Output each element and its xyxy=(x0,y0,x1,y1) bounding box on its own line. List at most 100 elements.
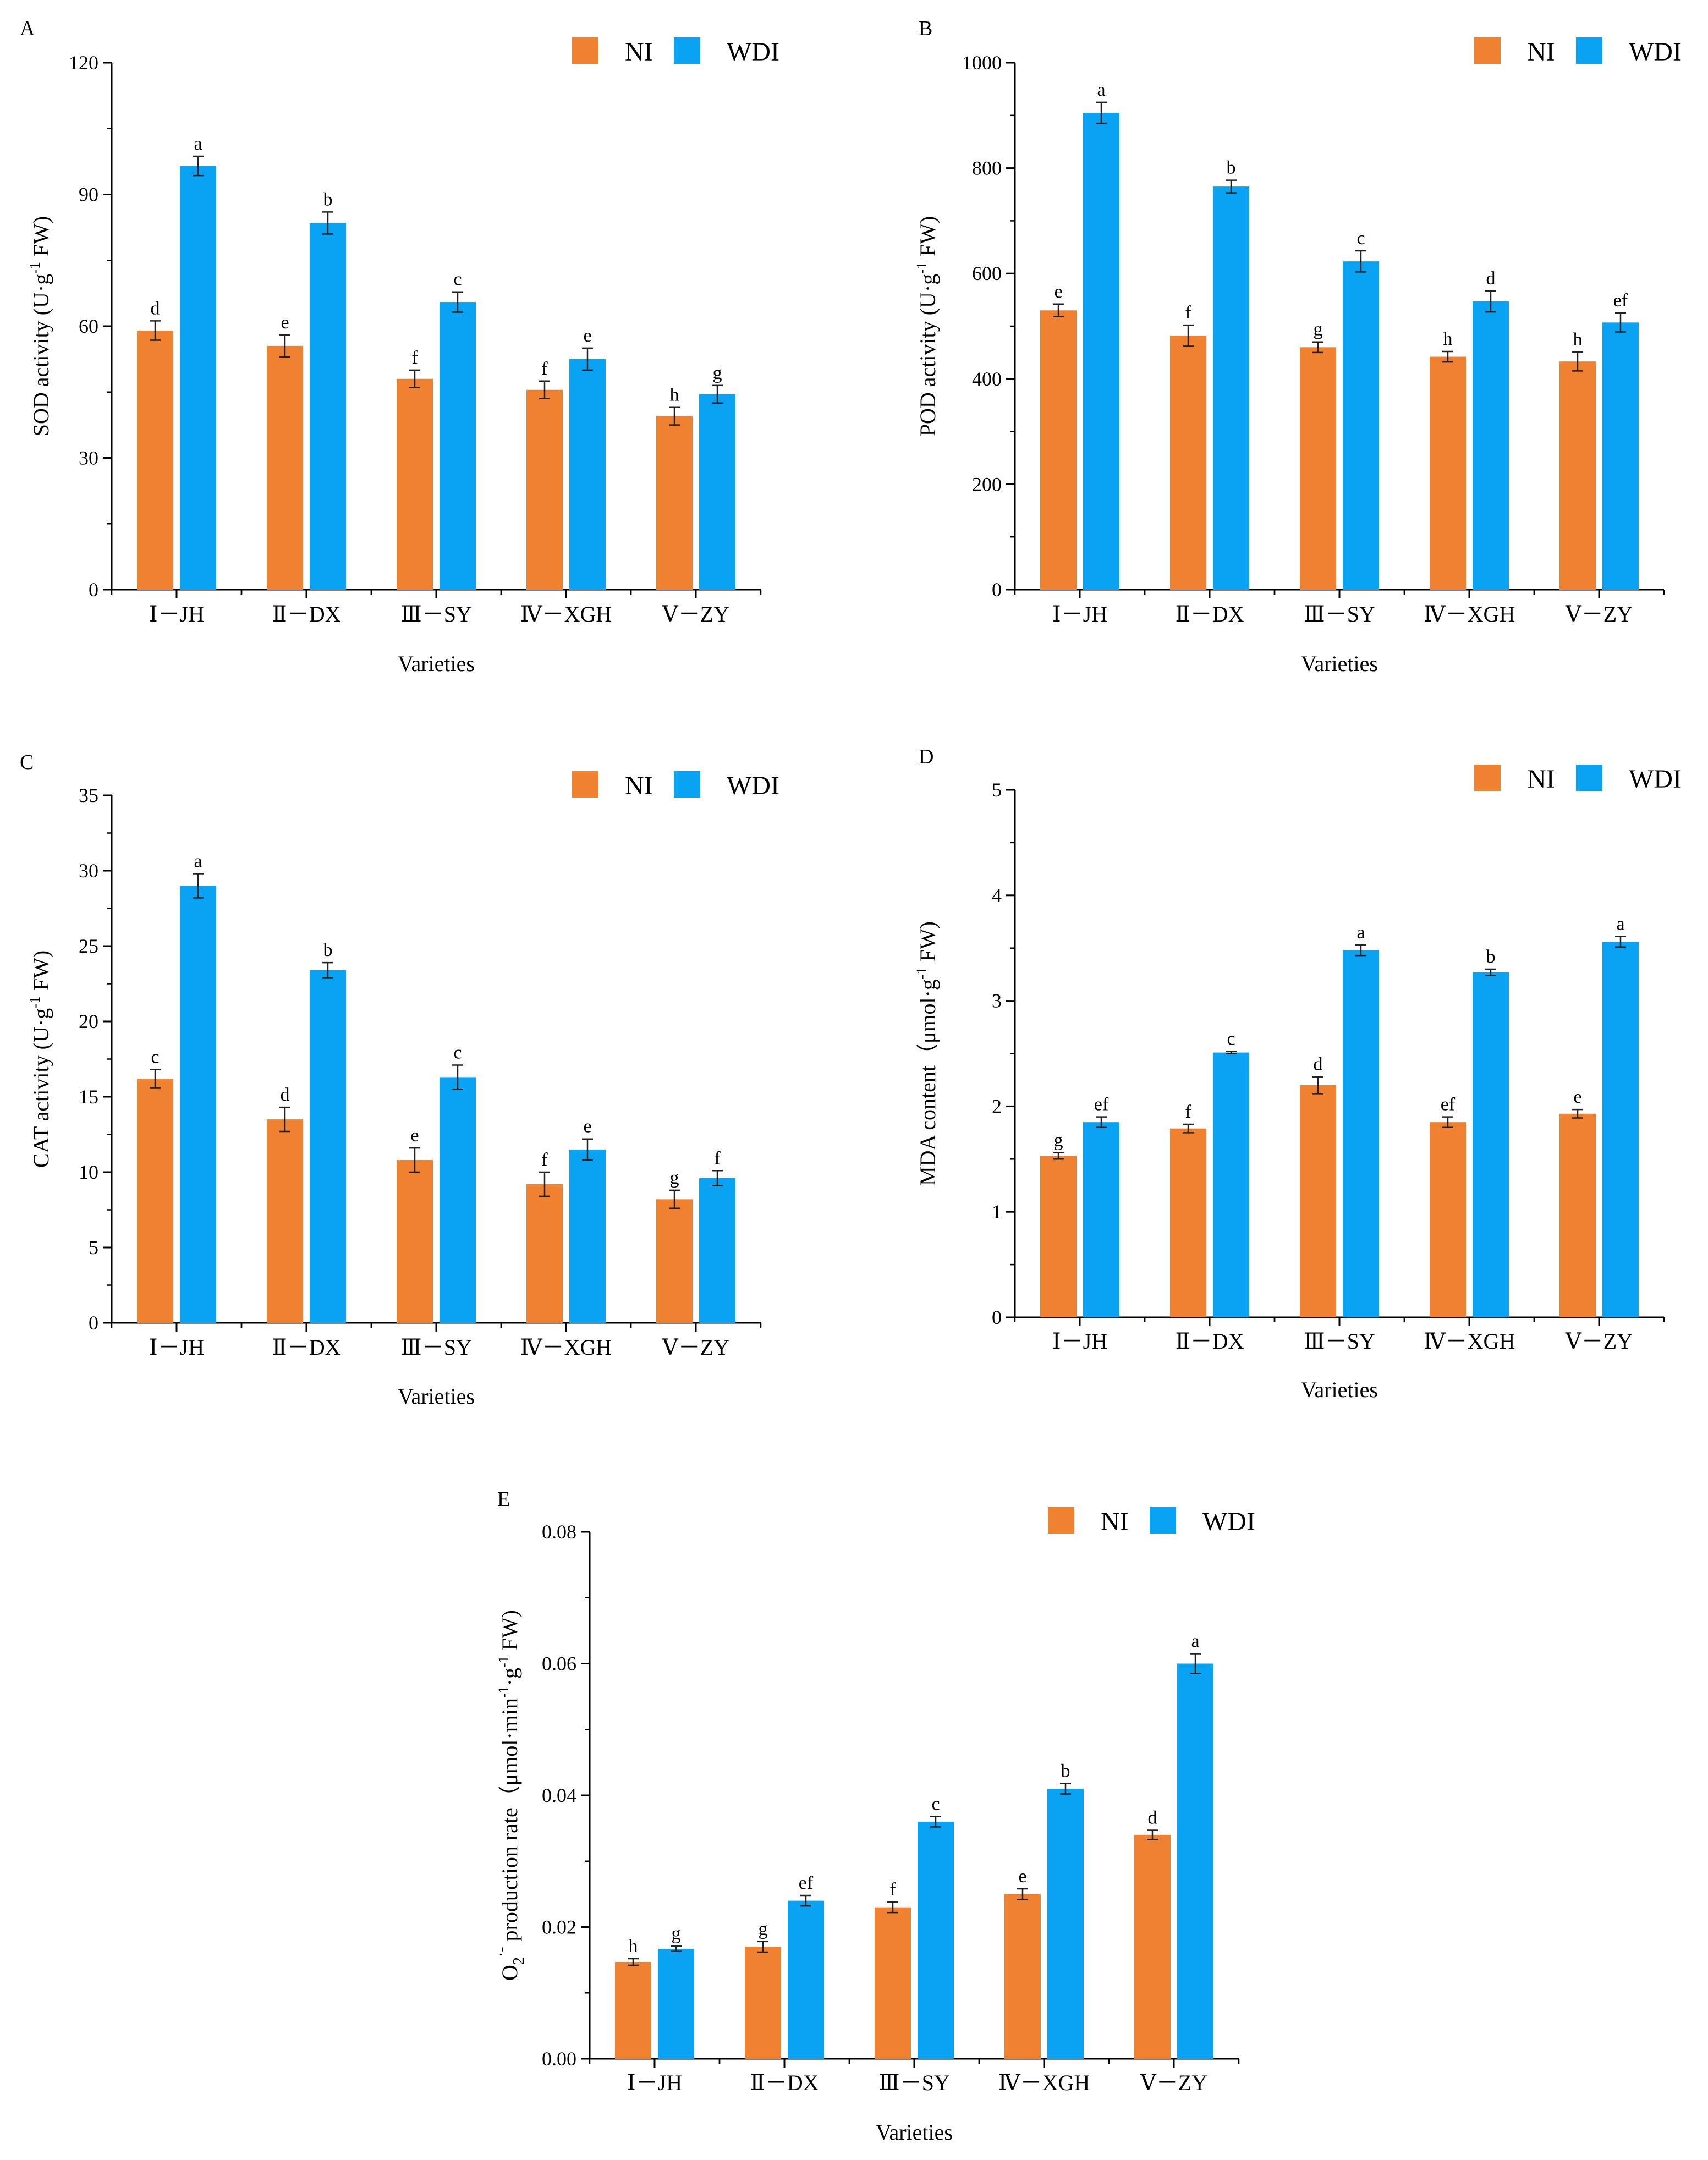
bar-wdi xyxy=(1602,322,1639,590)
significance-label: d xyxy=(1486,268,1496,289)
significance-label: b xyxy=(1061,1761,1070,1781)
legend: NI WDI xyxy=(1474,37,1682,67)
bar-ni xyxy=(397,378,433,590)
y-tick-label: 4 xyxy=(992,884,1002,906)
bar-ni xyxy=(875,1907,911,2059)
bar-wdi xyxy=(1473,972,1509,1317)
bar-ni xyxy=(1170,1128,1206,1317)
y-tick-label: 30 xyxy=(79,860,98,882)
y-tick-label: 3 xyxy=(992,990,1002,1012)
category-label: Ⅴ－ZY xyxy=(662,602,729,626)
legend-swatch-wdi xyxy=(674,771,700,798)
legend-swatch-ni xyxy=(1474,765,1501,791)
bar-wdi xyxy=(788,1900,824,2059)
significance-label: h xyxy=(1573,329,1583,350)
bar-wdi xyxy=(1083,113,1119,590)
category-label: Ⅰ－JH xyxy=(1052,602,1107,626)
bar-wdi xyxy=(1177,1663,1213,2059)
category-label: Ⅳ－XGH xyxy=(520,602,612,626)
category-label: Ⅰ－JH xyxy=(1052,1329,1107,1354)
bar-ni xyxy=(1559,361,1596,590)
category-label: Ⅴ－ZY xyxy=(1140,2070,1207,2095)
category-label: Ⅳ－XGH xyxy=(1424,602,1515,626)
significance-label: g xyxy=(672,1923,681,1944)
bar-wdi xyxy=(180,166,216,590)
bar-ni xyxy=(1004,1894,1041,2059)
y-tick-label: 15 xyxy=(79,1086,98,1108)
bar-wdi xyxy=(1213,1052,1249,1317)
bar-ni xyxy=(745,1947,781,2059)
significance-label: c xyxy=(151,1047,159,1068)
significance-label: f xyxy=(714,1148,721,1168)
y-axis-title: CAT activity (U·g-1 FW) xyxy=(27,950,53,1168)
legend-label-wdi: WDI xyxy=(1629,37,1682,67)
y-axis-title: SOD activity (U·g-1 FW) xyxy=(27,216,53,437)
significance-label: d xyxy=(1314,1054,1323,1075)
bar-wdi xyxy=(440,302,476,590)
y-tick-label: 200 xyxy=(972,473,1002,495)
significance-label: f xyxy=(889,1879,896,1900)
significance-label: b xyxy=(1486,947,1496,967)
bar-wdi xyxy=(699,394,735,590)
bar-wdi xyxy=(699,1178,735,1323)
y-tick-label: 0.08 xyxy=(542,1521,576,1543)
bar-ni xyxy=(615,1961,651,2059)
chart-panel-e: E 0.00 0.02 0.04 0.06 0.08 Ⅰ－JH h g Ⅱ－DX g ef Ⅲ－SY f c… xyxy=(493,1488,1255,2145)
legend-swatch-wdi xyxy=(1576,765,1602,791)
bar-wdi xyxy=(569,359,606,590)
significance-label: e xyxy=(410,1125,419,1146)
category-label: Ⅲ－SY xyxy=(400,1335,472,1360)
legend: NI WDI xyxy=(572,771,779,800)
bar-ni xyxy=(267,1119,303,1323)
significance-label: c xyxy=(931,1794,940,1814)
significance-label: h xyxy=(629,1936,638,1956)
y-tick-label: 5 xyxy=(992,779,1002,801)
bar-ni xyxy=(1430,356,1466,590)
y-tick-label: 800 xyxy=(972,157,1002,179)
significance-label: g xyxy=(713,363,722,383)
bar-wdi xyxy=(1602,942,1639,1317)
bar-ni xyxy=(526,1184,563,1323)
significance-label: g xyxy=(1054,1130,1063,1151)
category-label: Ⅰ－JH xyxy=(149,602,204,626)
y-tick-label: 0 xyxy=(992,579,1002,601)
x-axis-title: Varieties xyxy=(876,2120,953,2145)
panel-letter-b: B xyxy=(919,17,932,40)
significance-label: e xyxy=(1054,282,1062,302)
significance-label: e xyxy=(583,1117,591,1137)
significance-label: e xyxy=(583,326,591,346)
legend-swatch-wdi xyxy=(1150,1507,1176,1534)
legend: NI WDI xyxy=(572,37,779,67)
legend-swatch-ni xyxy=(1474,37,1501,64)
bar-ni xyxy=(1040,1156,1077,1317)
significance-label: g xyxy=(759,1919,768,1939)
category-label: Ⅴ－ZY xyxy=(1565,602,1633,626)
bar-wdi xyxy=(180,886,216,1323)
legend-swatch-ni xyxy=(572,771,598,798)
x-axis-title: Varieties xyxy=(398,1384,475,1409)
significance-label: d xyxy=(281,1085,290,1105)
x-axis-title: Varieties xyxy=(1301,651,1378,676)
bar-ni xyxy=(1559,1113,1596,1317)
significance-label: c xyxy=(1227,1029,1235,1049)
bar-wdi xyxy=(658,1949,694,2059)
legend-swatch-wdi xyxy=(1576,37,1602,64)
y-tick-label: 10 xyxy=(79,1161,98,1183)
category-label: Ⅱ－DX xyxy=(1176,1329,1244,1354)
y-tick-label: 0 xyxy=(992,1306,1002,1328)
bar-ni xyxy=(397,1160,433,1323)
bar-ni xyxy=(1040,310,1077,590)
y-tick-label: 35 xyxy=(79,784,98,806)
y-tick-label: 30 xyxy=(79,447,98,469)
significance-label: a xyxy=(1191,1631,1199,1652)
y-tick-label: 1 xyxy=(992,1201,1002,1223)
category-label: Ⅴ－ZY xyxy=(662,1335,729,1360)
bar-wdi xyxy=(310,223,346,590)
y-tick-label: 0 xyxy=(89,579,98,601)
category-label: Ⅱ－DX xyxy=(272,1335,341,1360)
significance-label: e xyxy=(281,312,289,333)
legend-label-ni: NI xyxy=(625,771,653,800)
bar-ni xyxy=(1430,1122,1466,1317)
category-label: Ⅲ－SY xyxy=(400,602,472,626)
